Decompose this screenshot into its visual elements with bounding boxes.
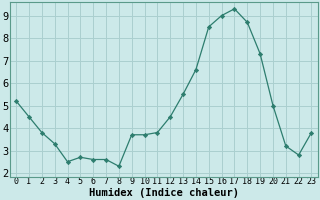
X-axis label: Humidex (Indice chaleur): Humidex (Indice chaleur) (89, 188, 239, 198)
